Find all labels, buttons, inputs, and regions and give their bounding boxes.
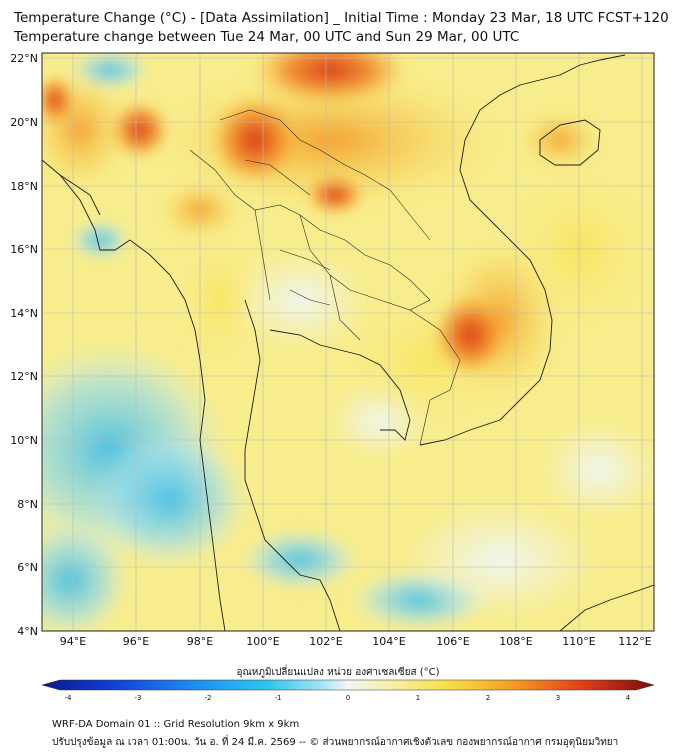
lat-label: 6°N: [17, 561, 38, 574]
lon-label: 110°E: [562, 635, 595, 648]
coastlines: [42, 54, 654, 631]
lon-label: 104°E: [372, 635, 405, 648]
admin-borders: [189, 109, 461, 446]
colorbar-label: อุณหภูมิเปลี่ยนแปลง หน่วย องศาเซลเซียส (…: [236, 667, 440, 678]
lat-label: 4°N: [17, 625, 38, 638]
lat-label: 14°N: [10, 307, 38, 320]
lat-label: 22°N: [10, 52, 38, 65]
title-line-2: Temperature change between Tue 24 Mar, 0…: [14, 29, 520, 45]
lon-label: 96°E: [123, 635, 149, 648]
lon-label: 98°E: [187, 635, 213, 648]
colorbar-tick: -1: [275, 694, 282, 702]
colorbar-tick: -2: [205, 694, 212, 702]
lon-label: 112°E: [618, 635, 651, 648]
lat-label: 16°N: [10, 243, 38, 256]
lat-label: 10°N: [10, 434, 38, 447]
lon-label: 94°E: [60, 635, 86, 648]
footer-domain-info: WRF-DA Domain 01 :: Grid Resolution 9km …: [52, 719, 300, 730]
lat-axis: 22°N 20°N 18°N 16°N 14°N 12°N 10°N 8°N 6…: [10, 52, 38, 638]
plot-frame: [41, 52, 655, 632]
colorbar-tick: 2: [486, 694, 490, 702]
footer-update-info: ปรับปรุงข้อมูล ณ เวลา 01:00น. วัน อ. ที่…: [52, 737, 619, 748]
lat-label: 12°N: [10, 370, 38, 383]
lon-axis: 94°E 96°E 98°E 100°E 102°E 104°E 106°E 1…: [60, 635, 652, 648]
colorbar-ticks: -4 -3 -2 -1 0 1 2 3 4: [65, 694, 631, 702]
colorbar-tick: 0: [346, 694, 350, 702]
lon-label: 100°E: [246, 635, 279, 648]
colorbar-tick: -4: [65, 694, 73, 702]
lon-label: 108°E: [499, 635, 532, 648]
lon-label: 106°E: [436, 635, 469, 648]
lat-label: 8°N: [17, 498, 38, 511]
lat-label: 20°N: [10, 116, 38, 129]
colorbar-tick: 4: [626, 694, 631, 702]
temperature-field: [42, 53, 654, 631]
lon-label: 102°E: [309, 635, 342, 648]
colorbar: [41, 679, 655, 691]
colorbar-tick: 1: [416, 694, 420, 702]
colorbar-tick: -3: [135, 694, 142, 702]
lat-label: 18°N: [10, 180, 38, 193]
title-line-1: Temperature Change (°C) - [Data Assimila…: [14, 10, 669, 26]
graticule: [42, 53, 654, 631]
colorbar-tick: 3: [556, 694, 560, 702]
